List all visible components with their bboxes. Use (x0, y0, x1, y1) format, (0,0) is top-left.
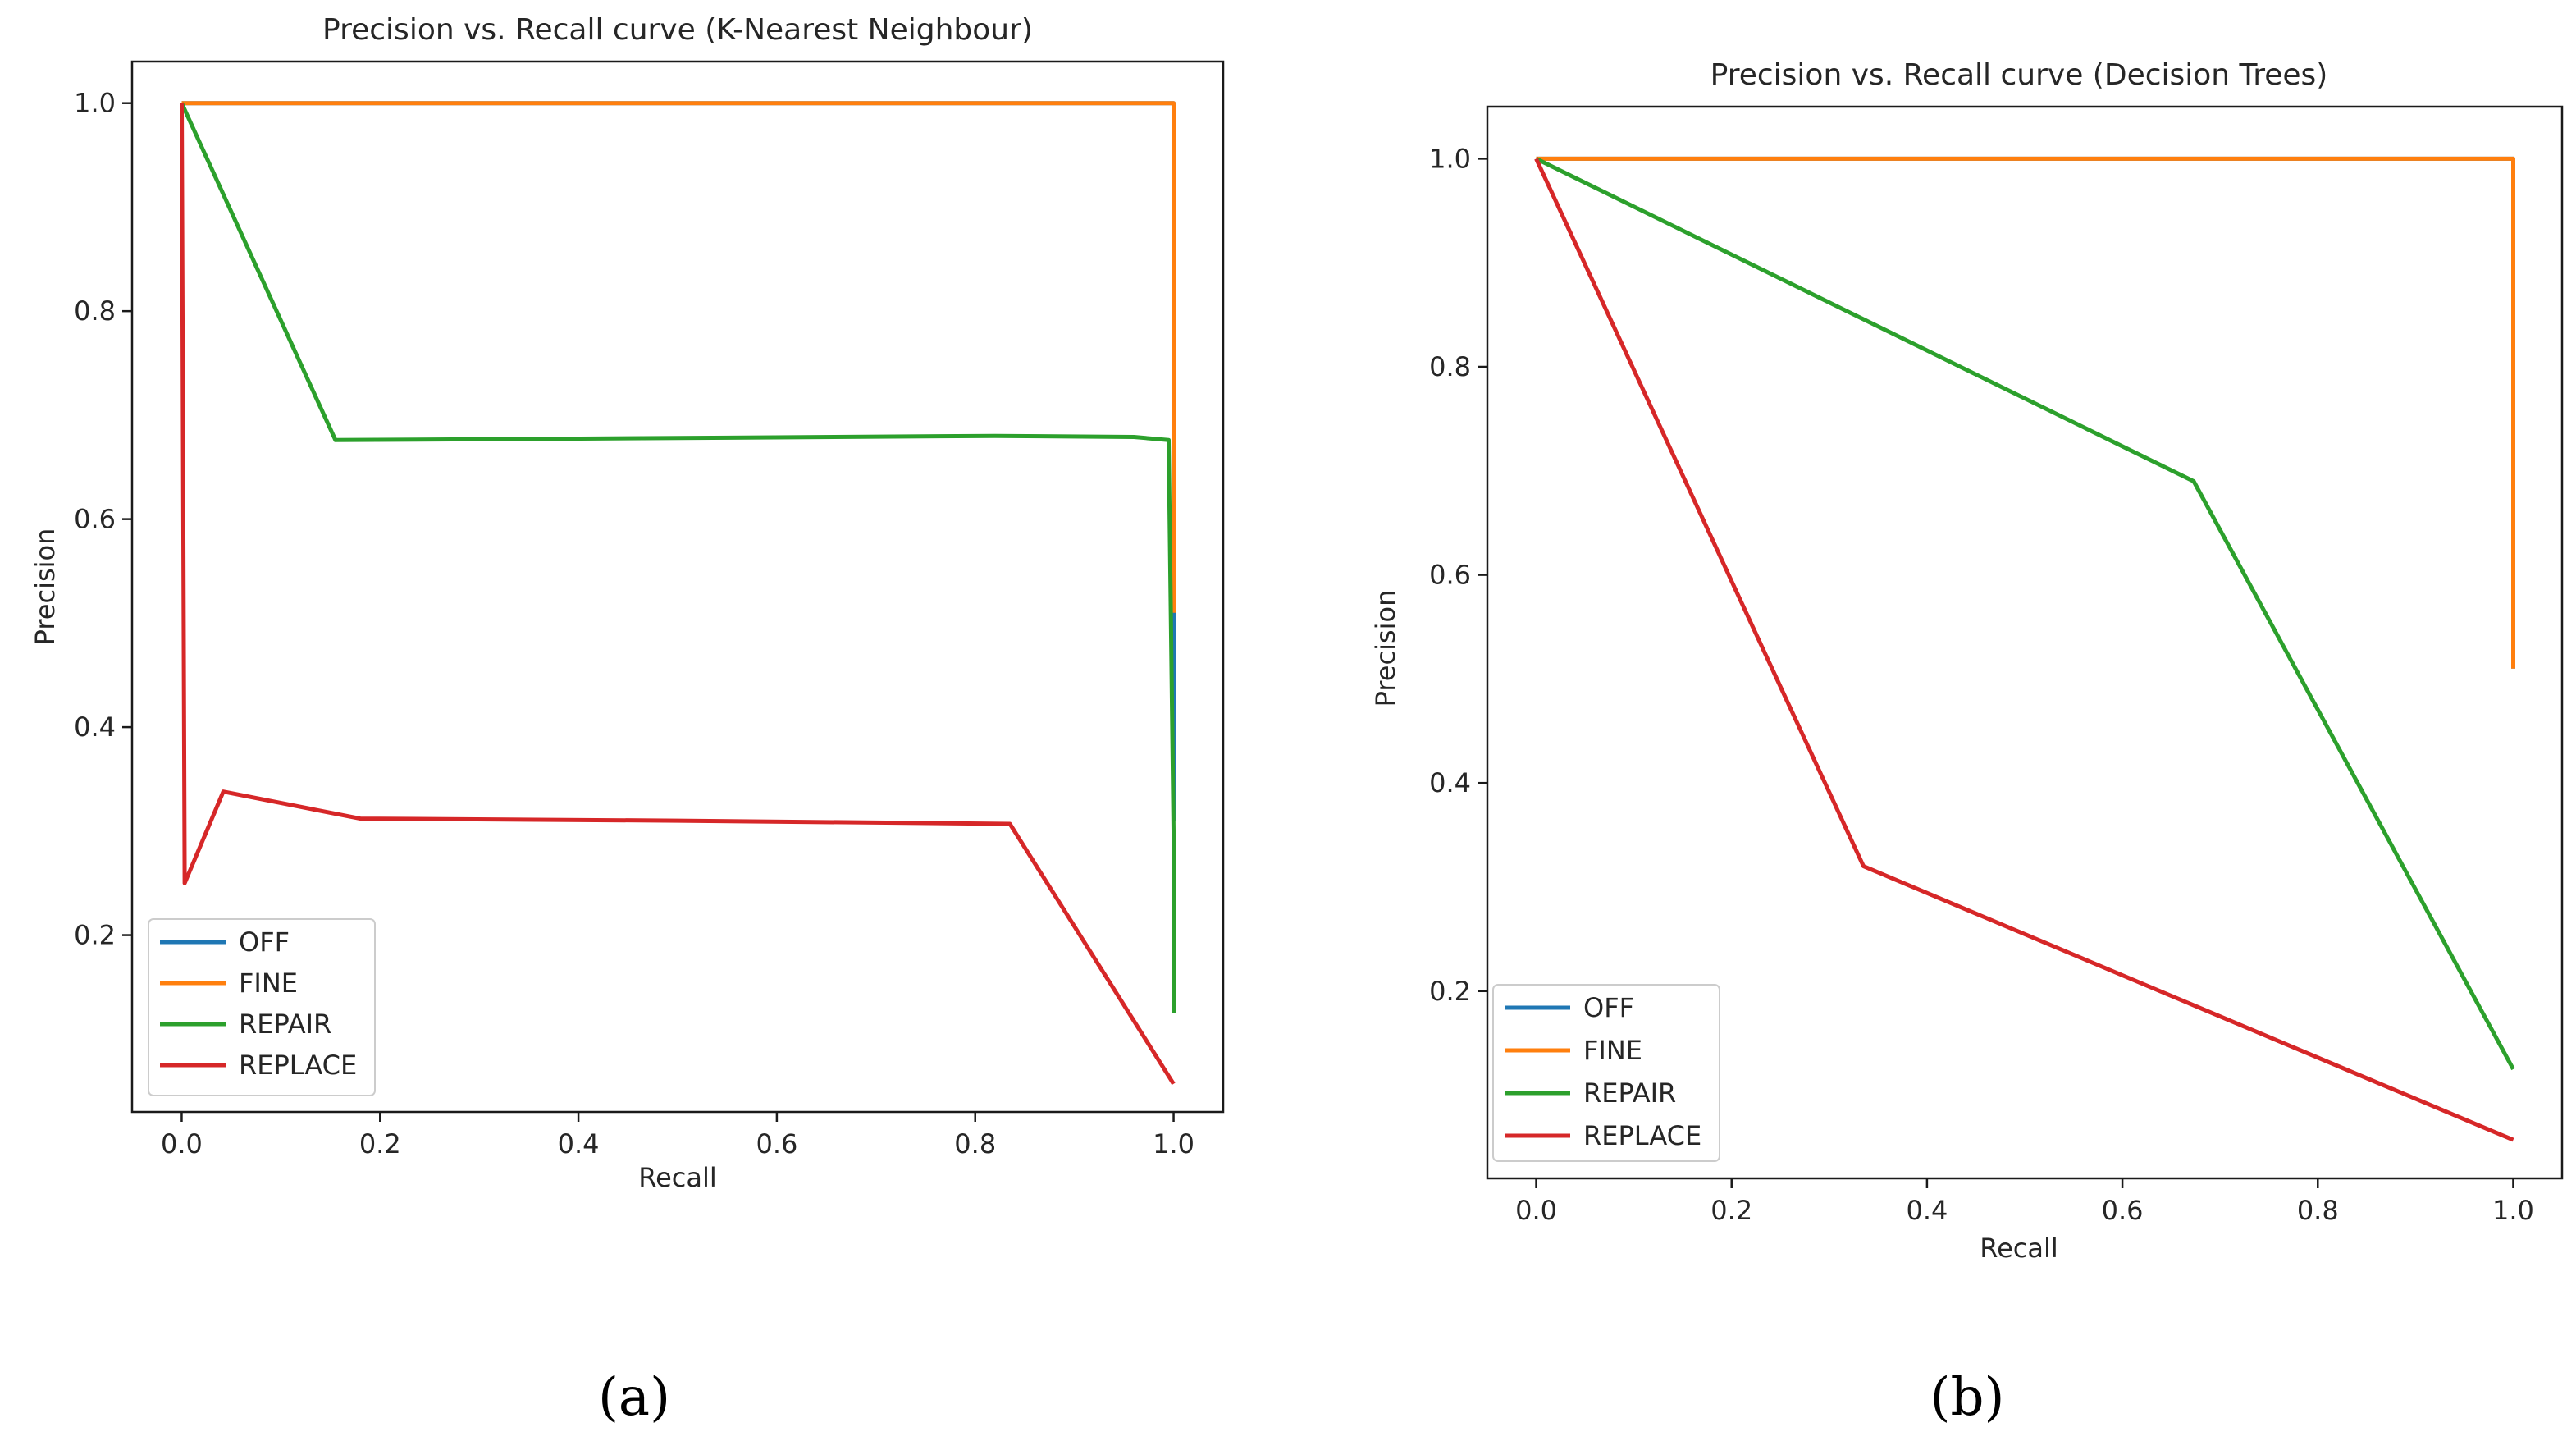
legend-label-replace-a: REPLACE (239, 1050, 357, 1081)
legend-label-replace-b: REPLACE (1583, 1120, 1701, 1151)
panel-label-a: (a) (598, 1367, 670, 1428)
x-tick-label-a-2: 0.4 (558, 1128, 600, 1160)
x-ticks-b: 0.0 0.2 0.4 0.6 0.8 1.0 (1515, 1178, 2534, 1226)
series-line-repair-b (1535, 157, 2515, 1071)
legend-label-off-a: OFF (239, 926, 290, 958)
series-line-off-a (181, 101, 1176, 821)
x-tick-label-a-1: 0.2 (359, 1128, 401, 1160)
x-tick-label-b-1: 0.2 (1710, 1195, 1752, 1226)
chart-panel-a: Precision vs. Recall curve (K-Nearest Ne… (30, 13, 1225, 1428)
y-tick-label-b-2: 0.6 (1429, 560, 1471, 591)
y-tick-label-a-2: 0.6 (74, 504, 116, 535)
legend-box-a (148, 918, 376, 1096)
series-line-fine-b (1536, 156, 2515, 669)
legend-a: OFF FINE REPAIR REPLACE (148, 918, 376, 1096)
x-tick-label-b-5: 1.0 (2492, 1195, 2534, 1226)
y-tick-label-a-0: 0.2 (74, 920, 116, 951)
series-line-repair-a (180, 102, 1176, 1013)
y-ticks-b: 0.2 0.4 0.6 0.8 1.0 (1429, 143, 1487, 1007)
chart-title-b: Precision vs. Recall curve (Decision Tre… (1710, 58, 2328, 92)
y-tick-label-a-4: 1.0 (74, 88, 116, 119)
y-tick-label-b-0: 0.2 (1429, 976, 1471, 1007)
legend-label-fine-a: FINE (239, 967, 298, 999)
y-tick-label-b-4: 1.0 (1429, 143, 1471, 174)
x-tick-label-b-0: 0.0 (1515, 1195, 1557, 1226)
series-line-off-b (1536, 156, 2515, 669)
plot-frame-a (130, 60, 1225, 1114)
series-line-fine-a (181, 101, 1176, 613)
legend-b: OFF FINE REPAIR REPLACE (1492, 984, 1720, 1162)
legend-label-fine-b: FINE (1583, 1035, 1642, 1066)
legend-label-repair-b: REPAIR (1583, 1077, 1676, 1109)
series-line-replace-a (180, 103, 1176, 1086)
x-tick-label-a-3: 0.6 (756, 1128, 797, 1160)
x-ticks-a: 0.0 0.2 0.4 0.6 0.8 1.0 (161, 1112, 1194, 1160)
panel-label-b: (b) (1930, 1367, 2005, 1428)
x-tick-label-b-3: 0.6 (2102, 1195, 2144, 1226)
series-lines-b (1534, 156, 2515, 1142)
x-tick-label-b-2: 0.4 (1906, 1195, 1948, 1226)
x-axis-label-b: Recall (1980, 1233, 2058, 1264)
legend-box-b (1492, 984, 1720, 1162)
series-lines-a (180, 101, 1176, 1086)
y-axis-label-a: Precision (30, 528, 61, 646)
x-tick-label-b-4: 0.8 (2297, 1195, 2339, 1226)
y-tick-label-a-3: 0.8 (74, 295, 116, 327)
y-tick-label-b-1: 0.4 (1429, 767, 1471, 798)
x-tick-label-a-5: 1.0 (1153, 1128, 1194, 1160)
y-axis-label-b: Precision (1370, 590, 1401, 707)
y-ticks-a: 0.2 0.4 0.6 0.8 1.0 (74, 88, 132, 951)
y-tick-label-b-3: 0.8 (1429, 351, 1471, 382)
plot-frame-b (1486, 105, 2564, 1180)
x-tick-label-a-0: 0.0 (161, 1128, 203, 1160)
legend-label-repair-a: REPAIR (239, 1009, 331, 1040)
x-axis-label-a: Recall (638, 1162, 716, 1193)
chart-title-a: Precision vs. Recall curve (K-Nearest Ne… (322, 13, 1033, 47)
series-line-replace-b (1534, 158, 2514, 1142)
y-tick-label-a-1: 0.4 (74, 711, 116, 743)
legend-label-off-b: OFF (1583, 992, 1634, 1023)
x-tick-label-a-4: 0.8 (954, 1128, 996, 1160)
chart-panel-b: Precision vs. Recall curve (Decision Tre… (1370, 58, 2564, 1428)
